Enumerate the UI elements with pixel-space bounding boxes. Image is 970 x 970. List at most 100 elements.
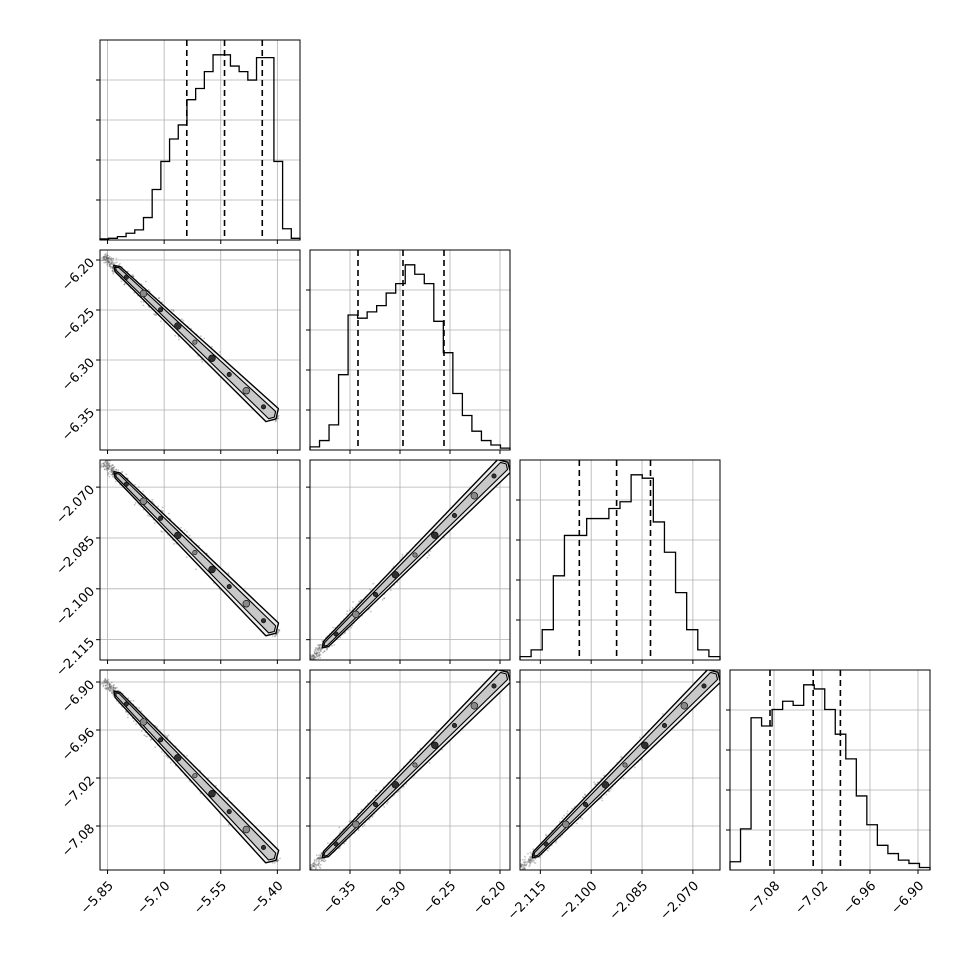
sample-point bbox=[106, 257, 108, 260]
sample-point bbox=[383, 597, 385, 600]
histogram-panel-p2 bbox=[516, 459, 721, 664]
sample-point bbox=[319, 648, 321, 651]
sample-point bbox=[111, 266, 114, 268]
sample-point bbox=[109, 685, 112, 688]
sample-point bbox=[105, 687, 108, 690]
sample-point bbox=[105, 684, 108, 687]
sample-point bbox=[106, 264, 108, 266]
sample-point bbox=[102, 255, 105, 258]
sample-point bbox=[105, 464, 108, 467]
sample-point bbox=[146, 514, 149, 517]
sample-point bbox=[110, 691, 113, 694]
sample-point bbox=[112, 468, 115, 471]
panel-frame bbox=[729, 669, 931, 871]
sample-point bbox=[108, 257, 111, 260]
sample-point bbox=[274, 635, 277, 637]
sample-point bbox=[105, 257, 108, 259]
sample-point bbox=[318, 645, 321, 648]
sample-point bbox=[110, 259, 113, 261]
panel-frame bbox=[99, 39, 301, 241]
sample-point bbox=[108, 257, 111, 259]
sample-point bbox=[138, 707, 141, 709]
sample-point bbox=[111, 470, 114, 473]
sample-point bbox=[103, 464, 105, 466]
sample-point bbox=[358, 600, 361, 603]
density-core bbox=[260, 618, 266, 624]
sample-point bbox=[111, 687, 113, 689]
sample-point bbox=[178, 338, 180, 341]
density-core bbox=[158, 737, 164, 743]
density-core bbox=[174, 322, 182, 330]
sample-point bbox=[101, 682, 104, 685]
sample-point bbox=[112, 266, 114, 269]
sample-point bbox=[111, 266, 114, 269]
sample-point bbox=[104, 258, 107, 261]
sample-point bbox=[129, 699, 132, 702]
sample-point bbox=[279, 857, 281, 860]
sample-point bbox=[172, 309, 175, 312]
sample-point bbox=[146, 735, 149, 738]
sample-point bbox=[113, 689, 115, 691]
sample-point bbox=[108, 683, 111, 686]
sample-point bbox=[111, 690, 113, 693]
sample-point bbox=[110, 471, 113, 474]
sample-point bbox=[110, 261, 113, 264]
sample-point bbox=[105, 682, 107, 684]
sample-point bbox=[104, 255, 107, 258]
sample-point bbox=[112, 271, 115, 273]
sample-point bbox=[105, 687, 108, 689]
sample-point bbox=[108, 466, 110, 468]
sample-point bbox=[105, 261, 108, 264]
sample-point bbox=[108, 260, 110, 263]
sample-point bbox=[111, 685, 114, 688]
sample-point bbox=[106, 680, 109, 683]
sample-point bbox=[108, 260, 111, 263]
sample-point bbox=[112, 257, 114, 260]
sample-point bbox=[107, 259, 109, 262]
sample-point bbox=[103, 682, 105, 685]
sample-point bbox=[123, 283, 126, 286]
sample-point bbox=[107, 462, 110, 465]
sample-point bbox=[275, 419, 278, 422]
sample-point bbox=[308, 658, 310, 660]
sample-point bbox=[200, 335, 202, 337]
sample-point bbox=[111, 473, 114, 476]
sample-point bbox=[185, 556, 188, 559]
sample-point bbox=[401, 556, 404, 558]
sample-point bbox=[112, 258, 115, 260]
sample-point bbox=[106, 257, 109, 259]
sample-point bbox=[109, 686, 112, 689]
panel-background bbox=[100, 40, 300, 240]
sample-point bbox=[105, 468, 108, 471]
sample-point bbox=[114, 688, 117, 690]
sample-point bbox=[137, 486, 140, 488]
sample-point bbox=[110, 467, 112, 470]
sample-point bbox=[104, 258, 106, 261]
sample-point bbox=[109, 264, 111, 266]
sample-point bbox=[161, 510, 164, 513]
sample-point bbox=[103, 464, 106, 467]
sample-point bbox=[110, 265, 113, 268]
sample-point bbox=[110, 262, 112, 265]
sample-point bbox=[108, 255, 111, 258]
sample-point bbox=[108, 683, 111, 686]
sample-point bbox=[155, 314, 157, 317]
sample-point bbox=[120, 280, 123, 283]
sample-point bbox=[106, 681, 109, 684]
sample-point bbox=[277, 417, 279, 420]
density-core bbox=[192, 549, 198, 555]
sample-point bbox=[108, 686, 111, 689]
sample-point bbox=[111, 473, 114, 475]
sample-point bbox=[108, 683, 111, 685]
sample-point bbox=[312, 660, 314, 662]
sample-point bbox=[383, 597, 386, 600]
sample-point bbox=[102, 465, 105, 468]
sample-point bbox=[109, 470, 111, 473]
sample-point bbox=[182, 319, 185, 322]
sample-point bbox=[161, 506, 164, 509]
sample-point bbox=[100, 463, 103, 465]
sample-point bbox=[114, 686, 117, 689]
sample-point bbox=[107, 472, 110, 475]
sample-point bbox=[273, 861, 276, 864]
